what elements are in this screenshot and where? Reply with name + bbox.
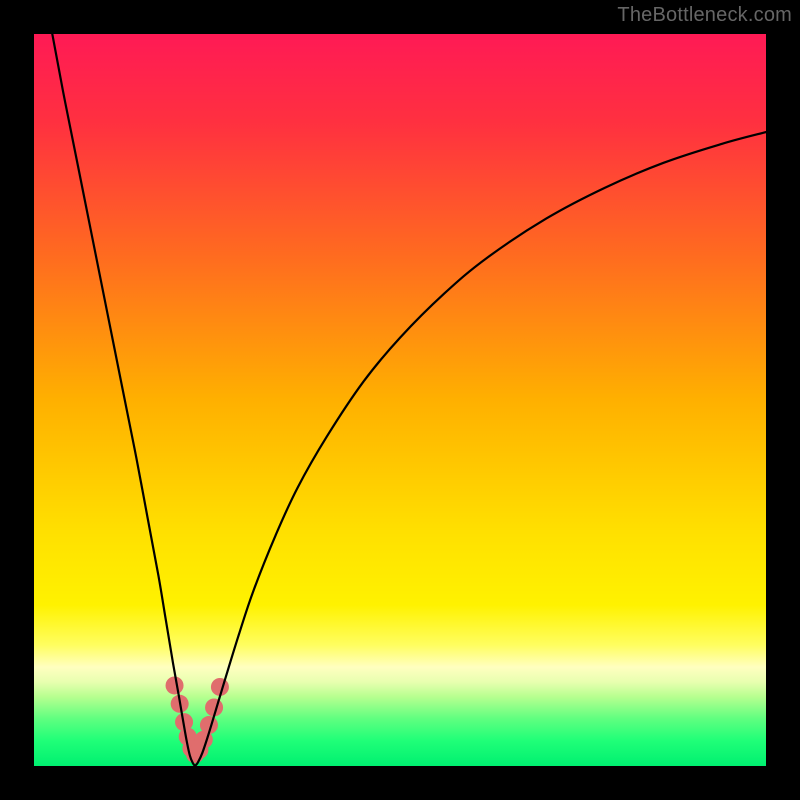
gradient-background	[34, 34, 766, 766]
marker-point	[166, 676, 184, 694]
chart-frame: TheBottleneck.com	[0, 0, 800, 800]
watermark-text: TheBottleneck.com	[617, 4, 792, 27]
plot-area-wrapper	[34, 34, 766, 766]
bottleneck-chart	[34, 34, 766, 766]
